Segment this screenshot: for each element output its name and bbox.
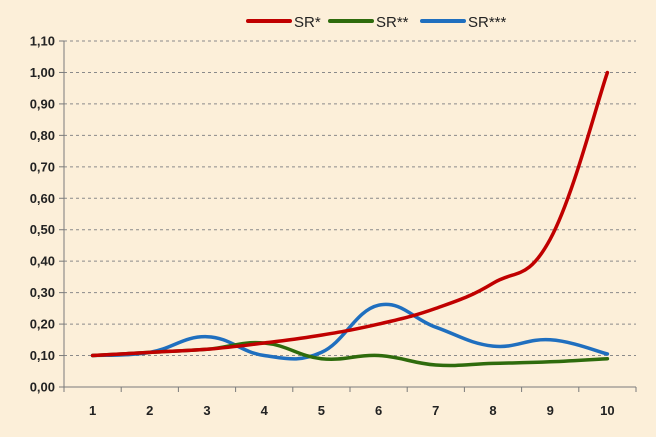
y-tick-label: 0,00 [30, 380, 55, 395]
x-tick-label: 10 [600, 403, 614, 418]
y-tick-label: 0,30 [30, 285, 55, 300]
x-tick-label: 1 [89, 403, 96, 418]
y-tick-label: 1,00 [30, 65, 55, 80]
y-tick-label: 0,40 [30, 254, 55, 269]
y-tick-label: 0,20 [30, 317, 55, 332]
legend: SR* SR** SR*** [246, 14, 507, 31]
legend-label-srstar: SR* [294, 14, 321, 31]
y-axis-tick-labels: 0,00 0,10 0,20 0,30 0,40 0,50 0,60 0,70 0,80 0,90… [30, 34, 55, 395]
y-tick-label: 0,60 [30, 191, 55, 206]
series-lines [90, 70, 610, 368]
y-tick-label: 0,90 [30, 96, 55, 111]
gridlines [64, 40, 636, 357]
x-tick-label: 3 [203, 403, 210, 418]
x-tick-label: 2 [146, 403, 153, 418]
y-tick-label: 0,80 [30, 128, 55, 143]
legend-label-srstarstarstar: SR*** [468, 14, 507, 31]
x-tick-label: 8 [489, 403, 496, 418]
series-line-srstarstarstar [90, 302, 610, 361]
y-tick-label: 0,10 [30, 348, 55, 363]
x-tick-label: 9 [547, 403, 554, 418]
x-tick-label: 7 [432, 403, 439, 418]
x-tick-label: 4 [261, 403, 269, 418]
series-line-srstar [90, 70, 610, 358]
axes [59, 40, 637, 392]
y-tick-label: 0,50 [30, 222, 55, 237]
x-tick-label: 6 [375, 403, 382, 418]
legend-label-srstarstar: SR** [376, 14, 409, 31]
y-tick-label: 0,70 [30, 159, 55, 174]
y-tick-label: 1,10 [30, 34, 55, 49]
x-tick-label: 5 [318, 403, 325, 418]
x-axis-tick-labels: 1 2 3 4 5 6 7 8 9 10 [89, 403, 615, 418]
